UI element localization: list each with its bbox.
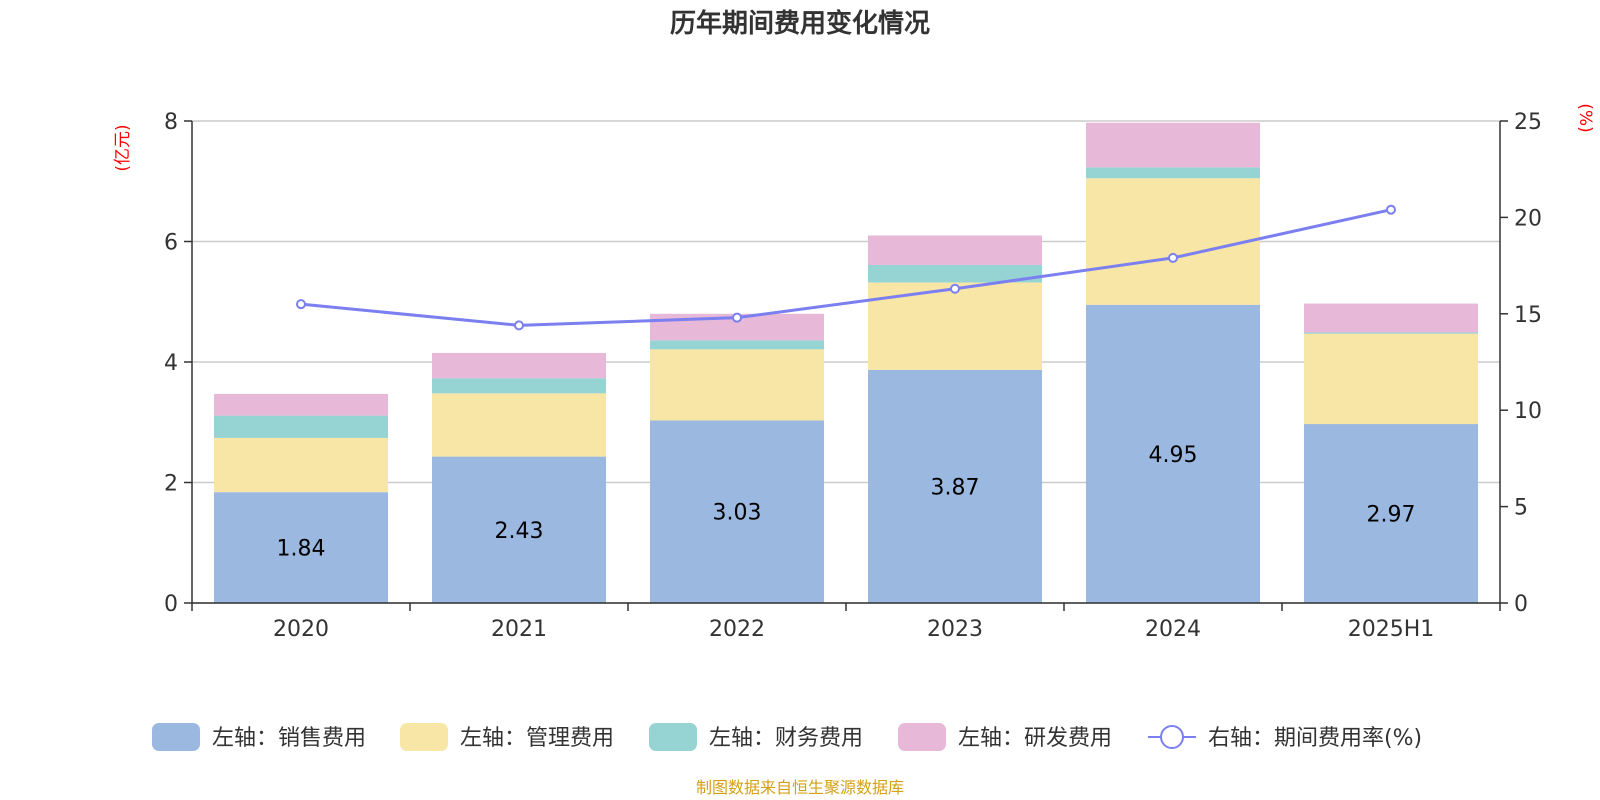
legend-swatch xyxy=(898,723,946,751)
legend-label: 左轴：研发费用 xyxy=(958,726,1112,751)
x-tick-label: 2023 xyxy=(927,617,983,642)
x-tick-label: 2021 xyxy=(491,617,547,642)
rate-line xyxy=(296,204,1396,331)
x-tick-label: 2024 xyxy=(1145,617,1201,642)
bar-segment xyxy=(214,393,388,416)
right-tick-label: 25 xyxy=(1514,110,1542,135)
right-tick-label: 20 xyxy=(1514,206,1542,231)
right-tick-label: 15 xyxy=(1514,303,1542,328)
left-tick-label: 0 xyxy=(164,592,178,617)
bar-segment xyxy=(1304,303,1478,333)
bar-segment xyxy=(432,456,606,603)
data-label: 2.97 xyxy=(1367,503,1416,528)
bar-segment xyxy=(650,349,824,421)
bars xyxy=(214,122,1478,603)
bar-segment xyxy=(650,340,824,350)
left-tick-label: 2 xyxy=(164,472,178,497)
data-label: 3.87 xyxy=(931,475,980,500)
data-label: 4.95 xyxy=(1149,443,1198,468)
chart-title: 历年期间费用变化情况 xyxy=(670,8,930,39)
left-axis-unit: (亿元) xyxy=(113,124,133,171)
legend-label: 右轴：期间费用率(%) xyxy=(1208,726,1422,751)
right-tick-label: 0 xyxy=(1514,592,1528,617)
rate-point xyxy=(1168,252,1178,263)
data-label: 1.84 xyxy=(277,537,326,562)
bar-segment xyxy=(868,264,1042,283)
bar-segment xyxy=(214,492,388,603)
axes: 0 2 4 6 8 0 5 10 15 20 25 2020 2021 2022 2023 2024 2025H… xyxy=(164,110,1542,642)
bar-segment xyxy=(1086,304,1260,603)
rate-point xyxy=(296,299,306,310)
data-label: 2.43 xyxy=(495,519,544,544)
rate-polyline xyxy=(300,208,1392,327)
rate-point xyxy=(950,283,960,294)
bar-segment xyxy=(868,235,1042,265)
bar-segment xyxy=(432,352,606,379)
bar-segment xyxy=(1086,122,1260,168)
rate-point xyxy=(732,312,742,323)
x-tick-label: 2022 xyxy=(709,617,765,642)
right-axis-unit: (%) xyxy=(1575,103,1595,132)
left-tick-label: 4 xyxy=(164,351,178,376)
bar-segment xyxy=(1086,178,1260,305)
bar-segment xyxy=(650,420,824,603)
grid-lines xyxy=(192,120,1500,604)
left-tick-label: 6 xyxy=(164,231,178,256)
bar-segment xyxy=(868,369,1042,603)
legend-label: 左轴：销售费用 xyxy=(212,726,366,751)
bar-segment xyxy=(1304,333,1478,425)
legend: 左轴：销售费用 左轴：管理费用 左轴：财务费用 左轴：研发费用 右轴：期间费用率(%) xyxy=(152,723,1422,751)
rate-point xyxy=(514,320,524,331)
rate-point xyxy=(1386,204,1396,215)
x-tick-label: 2025H1 xyxy=(1348,617,1435,642)
bar-segment xyxy=(1304,424,1478,603)
legend-swatch xyxy=(152,723,200,751)
data-label: 3.03 xyxy=(713,501,762,526)
data-labels: 1.84 2.43 3.03 3.87 4.95 2.97 xyxy=(277,443,1416,562)
bar-segment xyxy=(1304,332,1478,334)
x-tick-label: 2020 xyxy=(273,617,329,642)
source-note: 制图数据来自恒生聚源数据库 xyxy=(696,778,904,797)
right-tick-label: 5 xyxy=(1514,496,1528,521)
bar-segment xyxy=(432,393,606,457)
bar-segment xyxy=(1086,167,1260,179)
legend-label: 左轴：财务费用 xyxy=(709,726,863,751)
legend-label: 左轴：管理费用 xyxy=(460,726,614,751)
bar-segment xyxy=(214,415,388,438)
left-tick-label: 8 xyxy=(164,110,178,135)
legend-marker xyxy=(1160,725,1184,749)
right-tick-label: 10 xyxy=(1514,399,1542,424)
legend-swatch xyxy=(400,723,448,751)
bar-segment xyxy=(432,378,606,394)
bar-segment xyxy=(214,437,388,493)
legend-swatch xyxy=(649,723,697,751)
